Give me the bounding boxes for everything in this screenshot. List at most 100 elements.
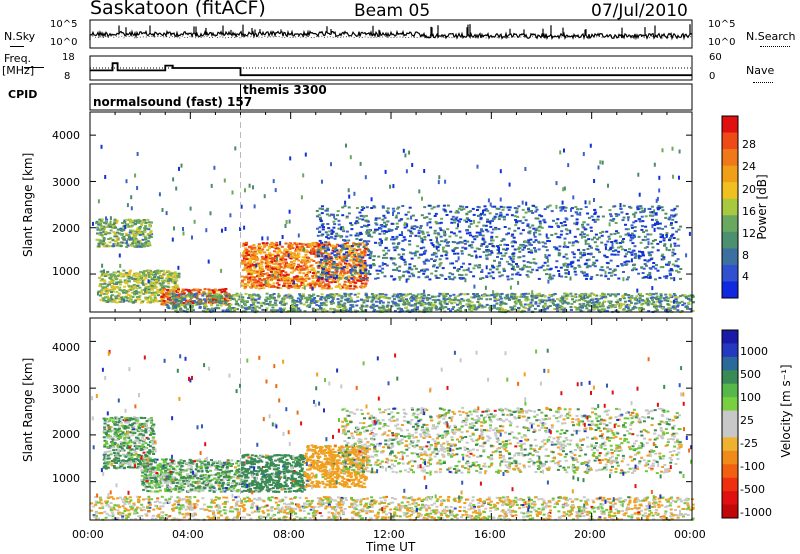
power-panel-cell	[639, 205, 643, 208]
power-panel-cell	[380, 230, 384, 233]
power-panel-cell	[365, 296, 369, 298]
power-panel-cell	[644, 215, 648, 218]
power-panel-cell	[668, 239, 671, 242]
power-panel-cell	[221, 309, 225, 312]
power-panel-cell	[651, 246, 655, 249]
power-panel-cell	[147, 237, 151, 240]
power-panel-cell	[147, 243, 151, 246]
power-panel-cell	[363, 267, 367, 270]
power-panel-cell	[259, 302, 263, 305]
power-panel-cell	[139, 291, 143, 294]
power-panel-cell	[649, 233, 653, 236]
power-panel-cell	[245, 241, 248, 244]
power-panel-cell	[521, 248, 525, 251]
power-panel-cell	[616, 246, 620, 249]
power-panel-cell	[369, 306, 373, 309]
power-panel-cell	[216, 301, 220, 304]
power-panel-cell	[611, 246, 615, 249]
power-panel-cell	[285, 273, 289, 276]
power-panel-cell	[451, 308, 455, 311]
power-panel-cell	[290, 280, 294, 283]
power-panel-cell	[521, 222, 525, 224]
power-panel-cell	[336, 279, 340, 282]
power-panel-cell	[645, 297, 649, 300]
power-panel-cell	[532, 258, 536, 261]
power-panel-cell	[564, 301, 568, 304]
power-panel-cell	[414, 267, 418, 270]
power-panel-cell	[296, 254, 300, 257]
power-panel-cell	[432, 245, 436, 248]
power-panel-cell	[451, 299, 455, 302]
power-panel-cell	[483, 205, 487, 208]
power-panel-cell	[347, 246, 351, 249]
power-panel-cell	[263, 278, 266, 281]
power-panel-cell	[662, 258, 666, 261]
power-panel-cell	[344, 262, 347, 265]
power-panel-cell	[378, 238, 382, 241]
power-panel-cell	[454, 234, 458, 237]
power-panel-cell	[179, 303, 183, 306]
power-panel-cell	[129, 229, 133, 232]
power-panel-cell	[657, 205, 661, 208]
power-panel-cell	[507, 232, 510, 235]
power-panel-cell	[515, 211, 519, 214]
power-panel-cell	[268, 253, 272, 256]
power-panel-cell	[512, 297, 516, 300]
power-panel-cell	[147, 288, 151, 291]
power-panel-cell	[305, 284, 309, 287]
power-panel-cell	[104, 222, 108, 225]
power-panel-cell	[306, 305, 310, 308]
power-panel-cell	[253, 248, 257, 251]
power-panel-cell	[324, 256, 328, 259]
power-panel-cell	[247, 281, 251, 284]
power-panel-cell	[558, 236, 562, 239]
power-panel-cell	[209, 302, 213, 305]
power-panel-cell	[432, 206, 436, 209]
power-panel-cell	[333, 274, 337, 276]
power-panel-cell	[530, 299, 534, 302]
power-panel-cell	[283, 280, 287, 283]
power-panel-cell	[375, 310, 379, 313]
power-panel-cell	[495, 298, 499, 301]
power-panel-cell	[362, 301, 366, 304]
power-panel-cell	[359, 231, 363, 234]
power-panel-cell	[349, 292, 353, 295]
power-panel-cell	[646, 274, 650, 277]
power-panel-cell	[659, 294, 663, 297]
power-panel-cell	[303, 310, 307, 312]
power-panel-cell	[660, 258, 664, 261]
power-panel-cell	[184, 306, 188, 309]
power-panel-cell	[290, 279, 294, 282]
power-panel-cell	[499, 244, 502, 246]
power-panel-cell	[322, 226, 325, 229]
power-panel-cell	[669, 277, 673, 280]
power-panel-cell	[368, 273, 372, 276]
power-panel-cell	[119, 301, 123, 303]
power-panel-cell	[514, 224, 518, 227]
power-panel-cell	[675, 205, 679, 208]
power-panel-cell	[481, 230, 485, 233]
power-panel-cell	[656, 206, 660, 209]
power-panel-cell	[364, 274, 368, 277]
power-panel-cell	[317, 276, 321, 279]
power-panel-cell	[460, 241, 464, 244]
power-panel-cell	[502, 238, 506, 241]
power-panel-cell	[322, 270, 326, 273]
power-panel-cell	[354, 269, 357, 272]
power-panel-cell	[403, 226, 407, 229]
power-panel-cell	[633, 256, 637, 259]
power-panel-cell	[383, 221, 386, 224]
power-panel-cell	[382, 249, 386, 252]
power-panel-cell	[99, 279, 103, 282]
power-panel-cell	[259, 252, 263, 255]
power-panel-cell	[579, 233, 583, 236]
power-panel-cell	[586, 234, 590, 237]
power-panel-cell	[370, 207, 374, 209]
power-panel-cell	[571, 251, 575, 254]
power-panel-cell	[333, 237, 337, 240]
power-panel-cell	[117, 281, 121, 284]
power-panel-cell	[364, 277, 368, 280]
power-panel-cell	[324, 278, 328, 281]
power-panel-cell	[497, 228, 501, 230]
power-panel-cell	[419, 310, 423, 313]
